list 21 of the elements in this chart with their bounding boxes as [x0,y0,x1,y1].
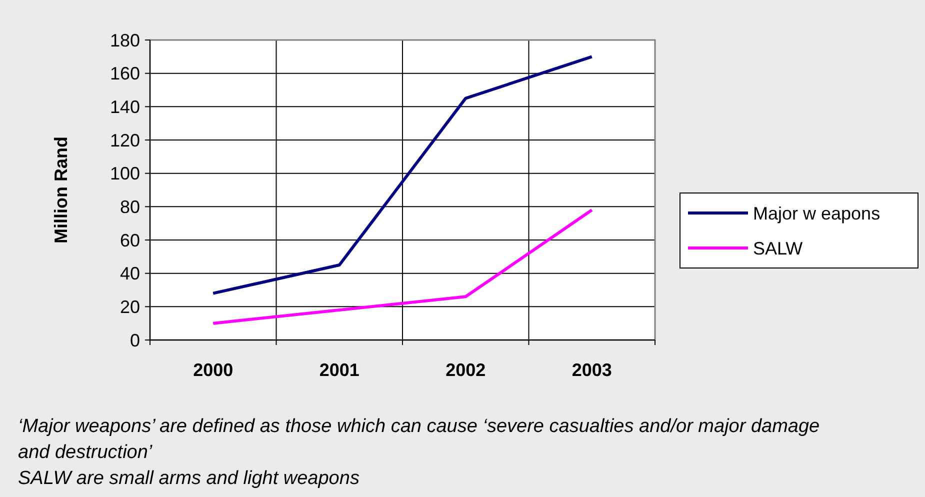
y-tick-label: 140 [110,96,140,117]
y-tick-label: 0 [130,330,140,350]
line-series [212,208,594,325]
y-axis-title: Million Rand [51,136,71,244]
x-tick-label: 2002 [446,360,486,380]
line-series [212,55,594,295]
y-tick-label: 20 [120,296,140,317]
y-tick-label: 160 [110,64,140,84]
x-tick-label: 2001 [319,360,360,380]
y-tick-label: 40 [120,264,140,284]
y-tick-label: 120 [110,130,140,150]
x-tick-label: 2000 [193,360,234,380]
y-tick-label: 80 [120,196,140,217]
legend-label: SALW [753,238,803,258]
y-tick-label: 60 [120,230,140,250]
y-tick-label: 180 [110,30,140,50]
text: ‘Major weapons’ are defined as those which can cause ‘severe casualties and/or major damage and destruction’ [18,416,820,463]
text: SALW are small arms and light weapons [18,468,360,489]
legend-label: Major w eapons [753,203,880,224]
y-tick-label: 100 [110,164,140,184]
x-tick-label: 2003 [572,360,612,380]
